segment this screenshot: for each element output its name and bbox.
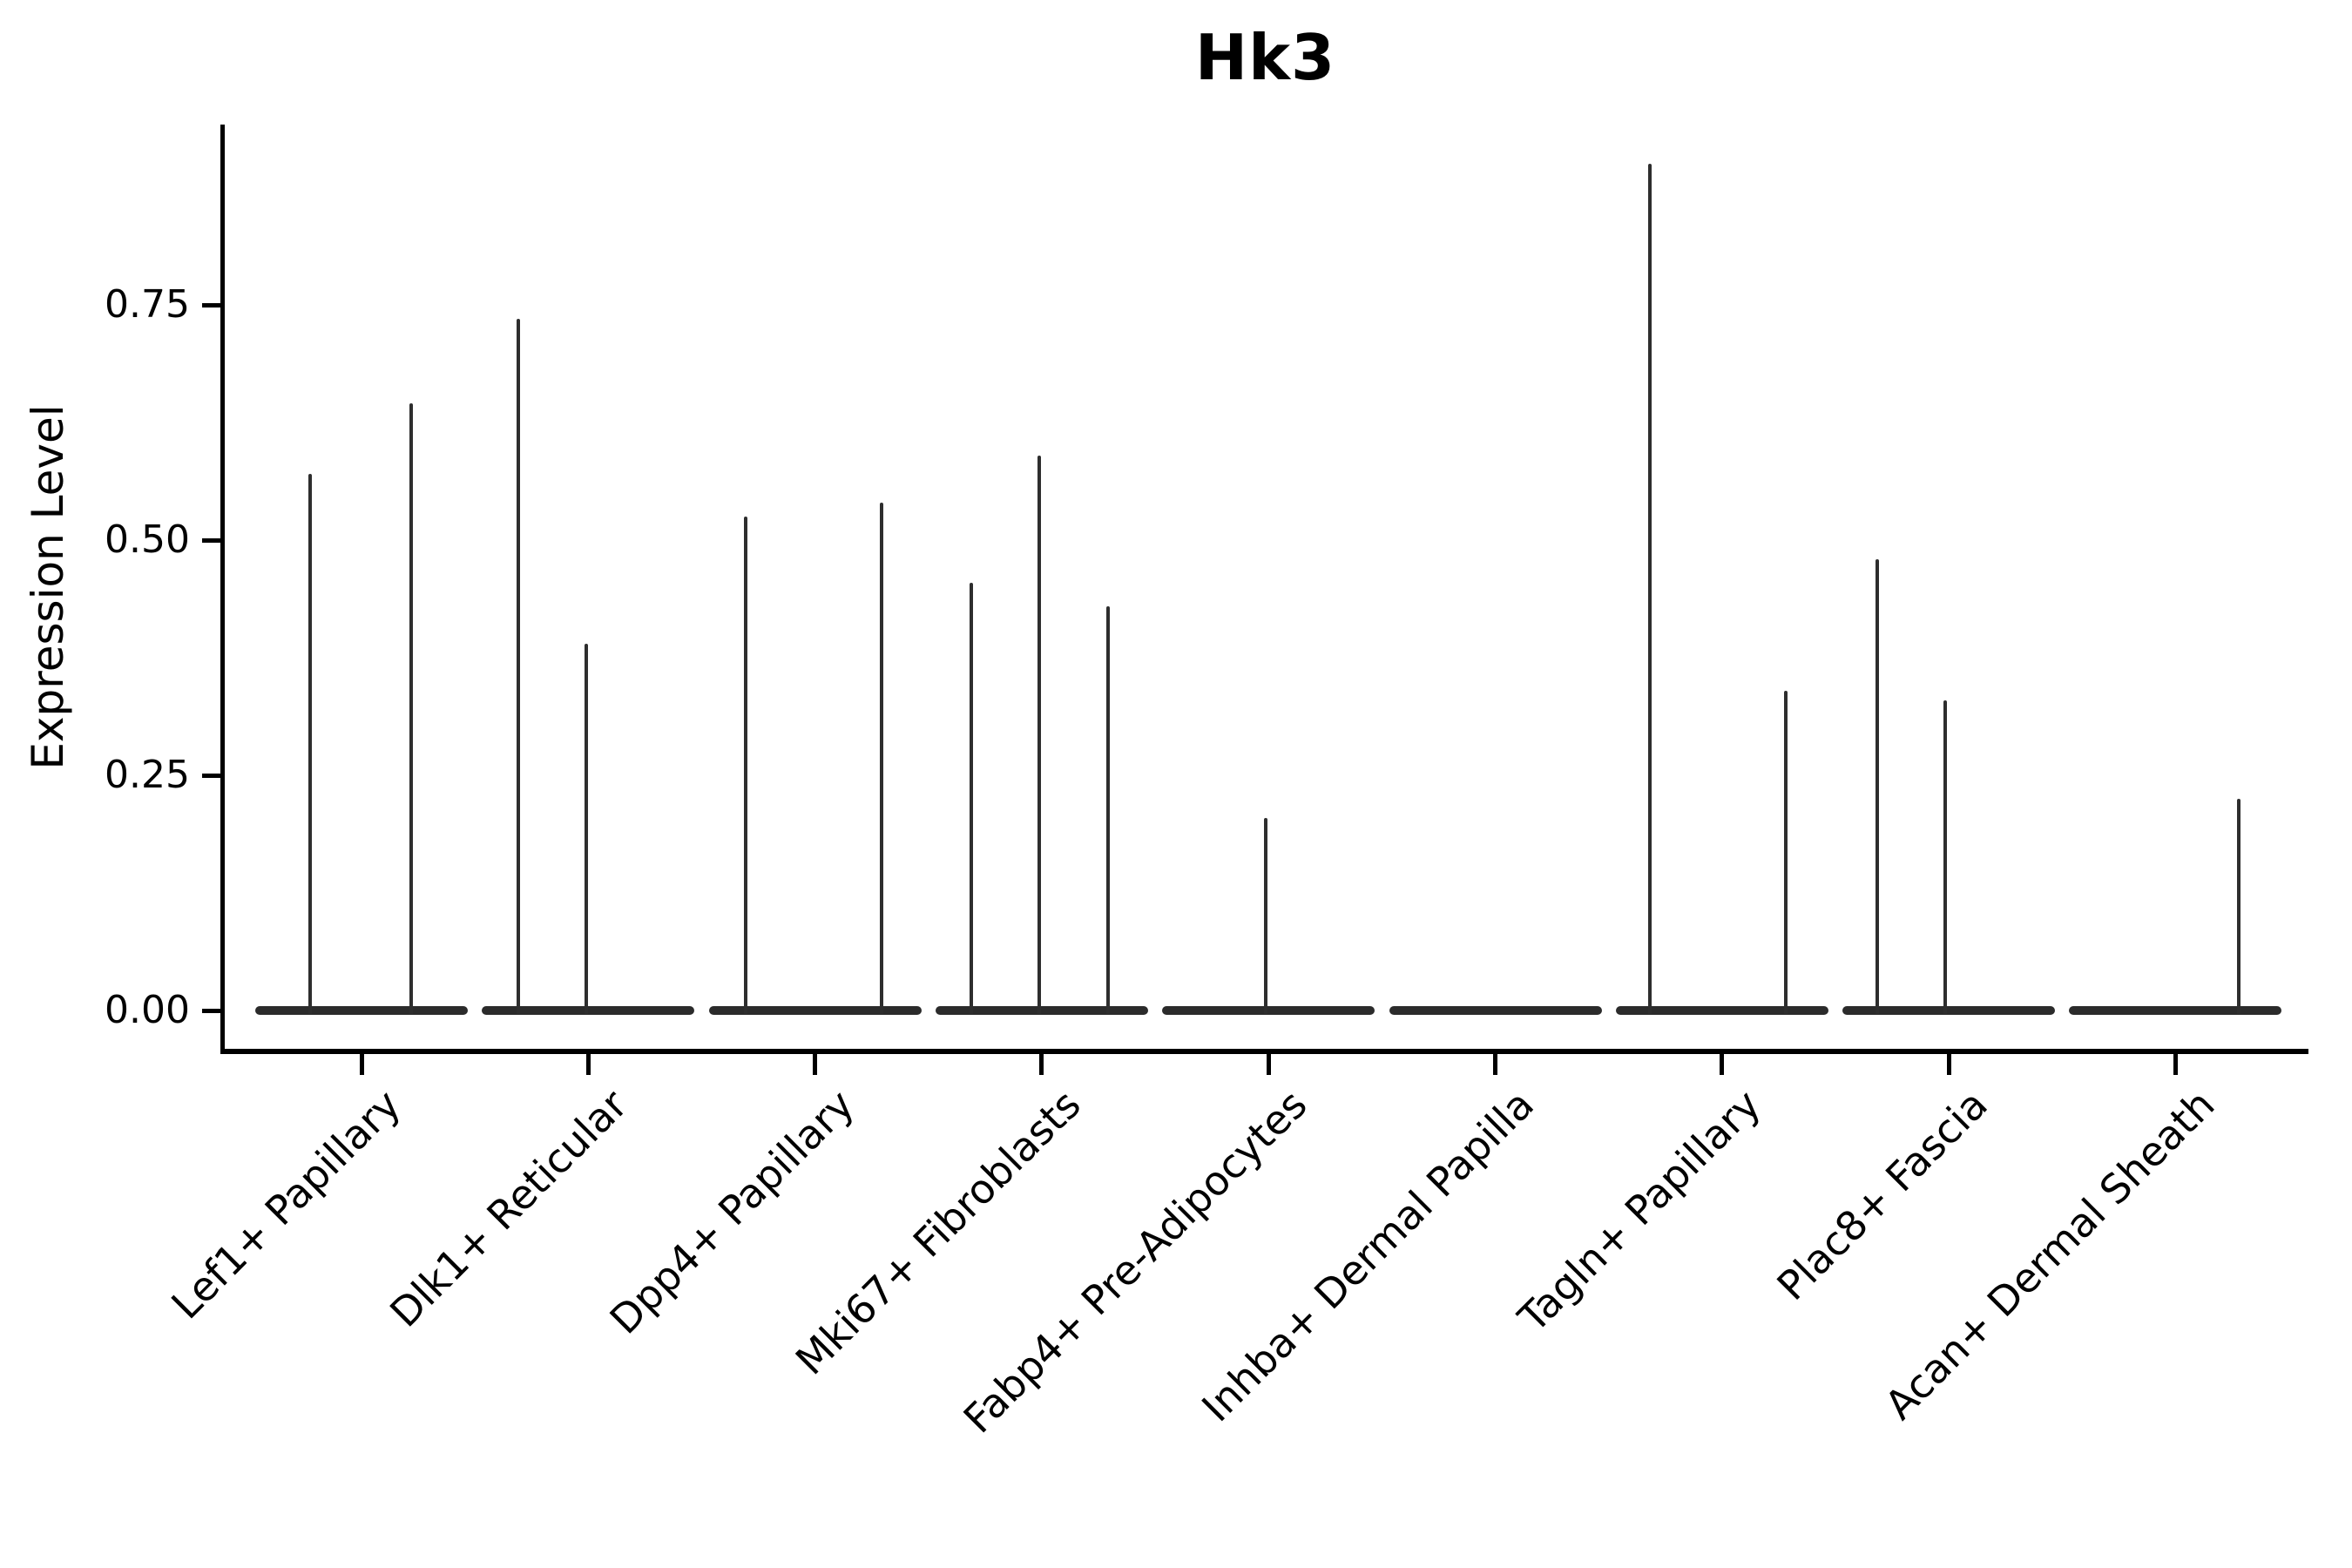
y-tick-mark (202, 773, 221, 778)
violin-needle (1037, 455, 1041, 1014)
violin-body (1842, 1006, 2056, 1015)
y-tick-mark (202, 1008, 221, 1013)
x-tick-mark (1493, 1052, 1497, 1075)
y-tick-label: 0.50 (105, 517, 190, 562)
x-tick-mark (1039, 1052, 1044, 1075)
violin-needle (1647, 164, 1652, 1014)
violin-body (1615, 1006, 1828, 1015)
violin-needle (1264, 817, 1268, 1014)
y-tick-mark (202, 537, 221, 543)
violin-body (708, 1006, 922, 1015)
violin-needle (308, 474, 312, 1014)
violin-needle (969, 582, 973, 1014)
x-tick-label: Dpp4+ Papillary (600, 1080, 863, 1343)
x-tick-mark (1266, 1052, 1271, 1075)
violin-body (2069, 1006, 2282, 1015)
x-tick-mark (1946, 1052, 1951, 1075)
violin-needle (879, 502, 883, 1014)
violin-needle (1783, 690, 1788, 1014)
violin-body (255, 1006, 468, 1015)
violin-needle (517, 319, 521, 1014)
y-tick-mark (202, 302, 221, 308)
violin-body (1162, 1006, 1375, 1015)
violin-body (482, 1006, 695, 1015)
y-axis-label: Expression Level (23, 404, 73, 770)
y-tick-label: 0.25 (105, 753, 190, 797)
x-axis-spine (220, 1049, 2308, 1054)
violin-needle (2237, 799, 2241, 1014)
x-tick-label: Dlk1+ Reticular (380, 1080, 637, 1336)
x-tick-label: Tagln+ Papillary (1509, 1080, 1770, 1342)
violin-needle (743, 517, 747, 1014)
y-axis-spine (220, 125, 225, 1054)
violin-needle (409, 403, 413, 1014)
x-tick-mark (2173, 1052, 2178, 1075)
violin-body (1389, 1006, 1602, 1015)
violin-body (935, 1006, 1148, 1015)
x-tick-label: Lef1+ Papillary (161, 1080, 409, 1328)
x-tick-mark (813, 1052, 818, 1075)
x-tick-label: Plac8+ Fascia (1767, 1080, 1997, 1309)
violin-needle (1105, 605, 1110, 1014)
y-tick-label: 0.75 (105, 282, 190, 327)
violin-needle (1876, 558, 1880, 1014)
violin-needle (585, 643, 589, 1014)
violin-needle (1943, 700, 1948, 1014)
x-tick-mark (359, 1052, 364, 1075)
y-tick-label: 0.00 (105, 988, 190, 1032)
x-tick-mark (1720, 1052, 1725, 1075)
x-tick-mark (585, 1052, 591, 1075)
chart-title: Hk3 (1194, 21, 1336, 94)
